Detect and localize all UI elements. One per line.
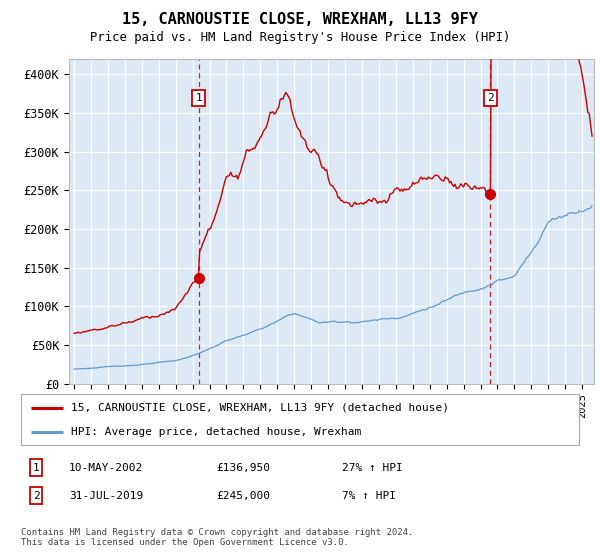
Text: 7% ↑ HPI: 7% ↑ HPI xyxy=(342,491,396,501)
Text: Price paid vs. HM Land Registry's House Price Index (HPI): Price paid vs. HM Land Registry's House … xyxy=(90,31,510,44)
Text: £136,950: £136,950 xyxy=(216,463,270,473)
Text: 15, CARNOUSTIE CLOSE, WREXHAM, LL13 9FY (detached house): 15, CARNOUSTIE CLOSE, WREXHAM, LL13 9FY … xyxy=(71,403,449,413)
Text: 15, CARNOUSTIE CLOSE, WREXHAM, LL13 9FY: 15, CARNOUSTIE CLOSE, WREXHAM, LL13 9FY xyxy=(122,12,478,27)
Text: 2: 2 xyxy=(487,93,494,103)
Text: 27% ↑ HPI: 27% ↑ HPI xyxy=(342,463,403,473)
Text: 31-JUL-2019: 31-JUL-2019 xyxy=(69,491,143,501)
Text: HPI: Average price, detached house, Wrexham: HPI: Average price, detached house, Wrex… xyxy=(71,427,361,437)
Text: £245,000: £245,000 xyxy=(216,491,270,501)
Text: 2: 2 xyxy=(32,491,40,501)
Text: 1: 1 xyxy=(32,463,40,473)
Text: Contains HM Land Registry data © Crown copyright and database right 2024.
This d: Contains HM Land Registry data © Crown c… xyxy=(21,528,413,547)
Text: 10-MAY-2002: 10-MAY-2002 xyxy=(69,463,143,473)
Text: 1: 1 xyxy=(196,93,202,103)
